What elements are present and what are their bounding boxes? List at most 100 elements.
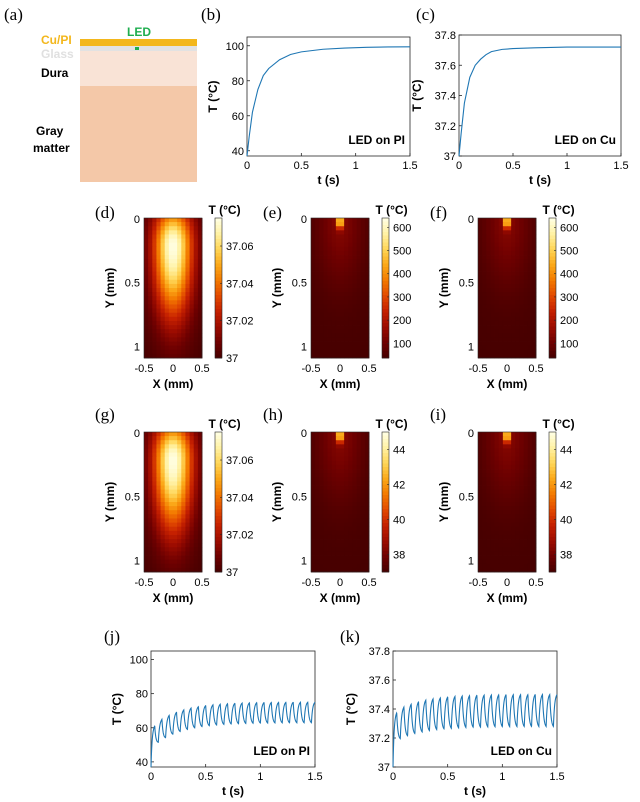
heat-cell-e: [331, 308, 337, 314]
x-axis-label-i: X (mm): [487, 591, 528, 605]
heat-cell-h: [327, 448, 333, 453]
heat-cell-i: [486, 444, 491, 449]
heat-cell-i: [482, 473, 487, 478]
heat-cell-e: [364, 292, 370, 297]
heat-cell-h: [331, 448, 337, 453]
heat-cell-g: [156, 567, 161, 573]
heat-cell-e: [327, 337, 333, 342]
heat-cell-g: [181, 510, 186, 515]
heat-cell-e: [323, 271, 328, 277]
heat-cell-d: [197, 238, 203, 244]
heat-cell-f: [519, 325, 524, 330]
heat-cell-d: [148, 279, 153, 285]
y-tick-label-g: 0.5: [125, 492, 140, 504]
heat-cell-i: [486, 464, 491, 470]
colorbar-segment-e: [382, 270, 389, 275]
colorbar-frame-e: [381, 217, 390, 359]
heat-cell-d: [156, 292, 161, 297]
colorbar-segment-h: [382, 561, 389, 566]
colorbar-segment-f: [549, 235, 556, 240]
heat-cell-h: [335, 493, 341, 499]
heat-cell-e: [319, 250, 324, 256]
heat-cell-i: [494, 436, 500, 441]
heat-cell-g: [160, 522, 166, 528]
heat-cell-g: [152, 485, 157, 491]
heat-cell-f: [490, 316, 495, 322]
heat-cell-f: [494, 250, 500, 256]
heat-cell-h: [323, 567, 328, 573]
heat-cell-g: [185, 506, 190, 511]
heat-cell-f: [507, 246, 512, 252]
heat-cell-g: [181, 543, 186, 548]
heat-cell-e: [311, 337, 316, 342]
heat-cell-i: [515, 563, 520, 569]
heat-cell-e: [356, 288, 362, 293]
heat-cell-f: [523, 234, 529, 239]
heat-cell-d: [193, 279, 199, 285]
heat-cell-h: [356, 551, 362, 556]
heat-cell-e: [364, 242, 370, 248]
heat-cell-d: [164, 349, 170, 355]
heat-cell-f: [486, 308, 491, 314]
heat-cell-g: [168, 526, 174, 532]
heat-cell-f: [482, 242, 487, 248]
heat-cell-g: [168, 510, 174, 515]
heat-cell-d: [173, 312, 178, 318]
heat-cell-d: [144, 320, 149, 326]
heat-cell-d: [177, 333, 182, 338]
heat-cell-g: [148, 559, 153, 565]
y-tick-label-i: 0.5: [459, 492, 474, 504]
heat-cell-g: [164, 460, 170, 466]
heat-cell-e: [311, 234, 316, 239]
heat-cell-h: [331, 452, 337, 458]
heat-cell-g: [193, 448, 199, 453]
heat-cell-g: [164, 456, 170, 462]
heat-cell-i: [507, 477, 512, 482]
heat-cell-f: [502, 292, 508, 297]
heat-cell-e: [335, 230, 341, 235]
heat-cell-h: [315, 448, 320, 453]
heat-cell-h: [352, 514, 357, 519]
heat-cell-d: [148, 242, 153, 248]
heat-cell-i: [482, 444, 487, 449]
heat-cell-h: [315, 547, 320, 552]
heat-cell-d: [156, 259, 161, 264]
heat-cell-g: [156, 489, 161, 495]
heat-cell-g: [148, 477, 153, 482]
heat-cell-e: [323, 250, 328, 256]
heat-cell-h: [315, 567, 320, 573]
colorbar-segment-i: [549, 558, 556, 562]
heat-cell-h: [364, 477, 370, 482]
heat-cell-g: [173, 563, 178, 569]
heat-cell-d: [177, 308, 182, 314]
colorbar-segment-d: [215, 347, 222, 352]
heat-cell-g: [177, 477, 182, 482]
heat-cell-h: [319, 530, 324, 536]
heat-cell-d: [189, 279, 195, 285]
heat-cell-e: [323, 238, 328, 244]
heat-cell-d: [144, 296, 149, 301]
colorbar-frame-g: [214, 431, 223, 573]
panel-label-g: (g): [95, 405, 115, 424]
panel-label-a: (a): [4, 5, 23, 24]
heat-cell-g: [177, 559, 182, 565]
heat-cell-h: [311, 456, 316, 462]
heat-cell-e: [352, 337, 357, 342]
heat-cell-e: [323, 267, 328, 272]
heat-cell-e: [348, 275, 353, 281]
heat-cell-d: [177, 283, 182, 289]
heat-cell-f: [502, 329, 508, 334]
heat-cell-d: [152, 292, 157, 297]
heat-cell-d: [173, 226, 178, 231]
heat-cell-h: [356, 485, 362, 491]
heat-cell-g: [152, 526, 157, 532]
heat-cell-i: [498, 436, 504, 441]
colorbar-segment-e: [382, 218, 389, 222]
heat-cell-h: [344, 514, 349, 519]
series-line-k: [392, 692, 558, 768]
heat-cell-e: [360, 325, 366, 330]
heat-cell-i: [482, 452, 487, 458]
heat-cell-f: [486, 316, 491, 322]
colorbar-segment-d: [215, 288, 222, 292]
heat-cell-i: [511, 551, 516, 556]
